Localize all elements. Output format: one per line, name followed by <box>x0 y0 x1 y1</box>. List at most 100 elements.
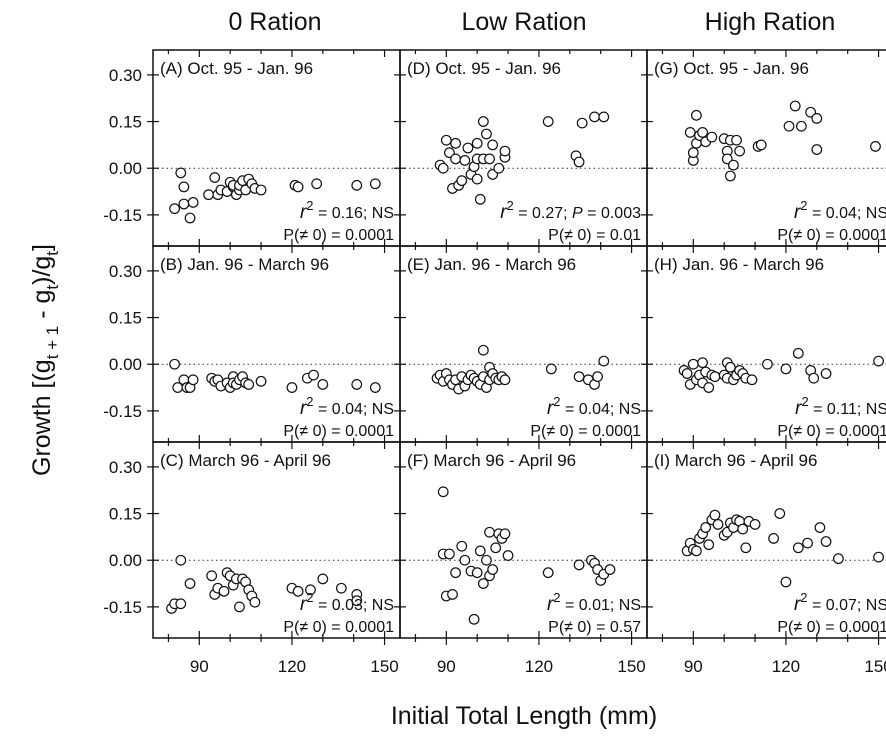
data-point <box>440 134 452 146</box>
x-tick-label: 120 <box>278 657 306 676</box>
data-point <box>703 382 715 393</box>
stat-value: = 0.03; NS <box>314 597 395 614</box>
stat-symbol: r <box>300 594 307 615</box>
stat-value: = 0.04; NS <box>561 401 642 418</box>
y-tick-label: 0.30 <box>109 66 142 85</box>
data-point <box>317 573 329 585</box>
data-point <box>286 382 298 393</box>
data-point <box>335 582 347 594</box>
panel-title: (H) Jan. 96 - March 96 <box>654 255 824 274</box>
data-point <box>477 116 489 127</box>
data-point <box>592 371 603 383</box>
data-point <box>437 162 449 174</box>
p-value-stat: P(≠ 0) = 0.57 <box>548 619 641 636</box>
panel-4: (E) Jan. 96 - March 96 r2 = 0.04; NS P(≠ 0… <box>399 245 648 443</box>
data-point <box>731 134 742 146</box>
data-point <box>456 540 468 552</box>
data-point <box>499 374 511 386</box>
data-point <box>187 197 199 208</box>
data-point <box>477 344 489 356</box>
stat-symbol: r <box>547 594 554 615</box>
data-point <box>369 178 381 190</box>
data-point <box>351 595 363 607</box>
data-point <box>780 576 792 588</box>
data-point <box>499 145 511 157</box>
data-point <box>474 193 486 205</box>
stat-symbol: r <box>500 202 507 223</box>
data-point <box>218 585 230 597</box>
r-squared-stat: r2 = 0.04; NS <box>547 394 641 419</box>
stat-superscript: 2 <box>507 198 514 213</box>
data-point <box>789 100 801 112</box>
r-squared-stat: r2 = 0.16; NS <box>300 198 394 223</box>
data-point <box>317 379 329 390</box>
data-point <box>684 127 696 138</box>
panel-3: (D) Oct. 95 - Jan. 96 r2 = 0.27; P = 0.00… <box>399 49 648 247</box>
p-value-stat: P(≠ 0) = 0.0001 <box>283 423 394 440</box>
y-tick-label: -0.15 <box>103 402 142 421</box>
y-axis-title-sub: t <box>43 285 62 290</box>
y-axis-title-part: ] <box>28 244 56 251</box>
data-point <box>459 554 471 566</box>
data-point <box>484 526 495 538</box>
data-point <box>187 374 199 386</box>
r-squared-stat: r2 = 0.11; NS <box>795 394 886 419</box>
y-axis-title: Growth [(gt + 1 - gt)/gt] <box>28 244 62 476</box>
data-point <box>471 137 483 149</box>
panel-title: (I) March 96 - April 96 <box>654 451 817 470</box>
x-tick-label: 90 <box>684 657 703 676</box>
data-point <box>873 551 884 563</box>
r-squared-stat: r2 = 0.01; NS <box>547 590 641 615</box>
data-point <box>255 184 267 196</box>
data-point <box>471 567 483 579</box>
stat-superscript: 2 <box>800 590 807 605</box>
data-point <box>802 537 813 549</box>
data-point <box>471 173 483 185</box>
panel-7: (H) Jan. 96 - March 96 r2 = 0.11; NS P(≠ 0… <box>646 245 886 443</box>
stat-symbol: P <box>572 205 583 222</box>
stat-symbol: r <box>300 202 307 223</box>
data-point <box>598 111 610 123</box>
panel-title: (E) Jan. 96 - March 96 <box>407 255 576 274</box>
y-tick-label: 0.15 <box>109 309 142 328</box>
data-point <box>178 198 190 210</box>
y-tick-label: 0.30 <box>109 262 142 281</box>
y-tick-label: 0.15 <box>109 113 142 132</box>
data-point <box>814 522 826 533</box>
data-point <box>870 141 881 152</box>
stat-value: = 0.01; NS <box>561 597 642 614</box>
data-point <box>444 548 455 560</box>
data-point <box>762 358 773 370</box>
data-point <box>589 111 600 123</box>
panel-frame <box>646 441 886 639</box>
p-value-stat: P(≠ 0) = 0.0001 <box>777 227 886 244</box>
data-point <box>243 379 255 390</box>
x-tick-label: 90 <box>190 657 209 676</box>
x-axis-title: Initial Total Length (mm) <box>391 702 657 730</box>
data-point <box>311 178 323 190</box>
stat-value: = 0.07; NS <box>808 597 886 614</box>
x-tick-label: 90 <box>437 657 456 676</box>
data-point <box>292 585 304 597</box>
r-squared-stat: r2 = 0.04; NS <box>794 198 886 223</box>
y-tick-label: -0.15 <box>103 206 142 225</box>
stat-value: = 0.04; NS <box>314 401 395 418</box>
data-point <box>474 545 486 557</box>
stat-value: = 0.003 <box>583 205 641 222</box>
data-point <box>542 116 554 127</box>
data-point <box>687 147 699 159</box>
x-tick-label: 150 <box>370 657 398 676</box>
data-point <box>255 375 267 387</box>
y-tick-label: 0.00 <box>109 355 142 374</box>
data-point <box>447 589 458 600</box>
data-point <box>691 545 702 557</box>
data-point <box>450 137 461 149</box>
data-point <box>308 369 319 381</box>
data-point <box>450 153 461 165</box>
data-point <box>724 170 736 182</box>
data-point <box>351 379 363 390</box>
data-point <box>873 355 884 367</box>
x-tick-label: 150 <box>617 657 645 676</box>
data-point <box>169 358 181 370</box>
y-axis-title-sub: t <box>43 251 62 256</box>
